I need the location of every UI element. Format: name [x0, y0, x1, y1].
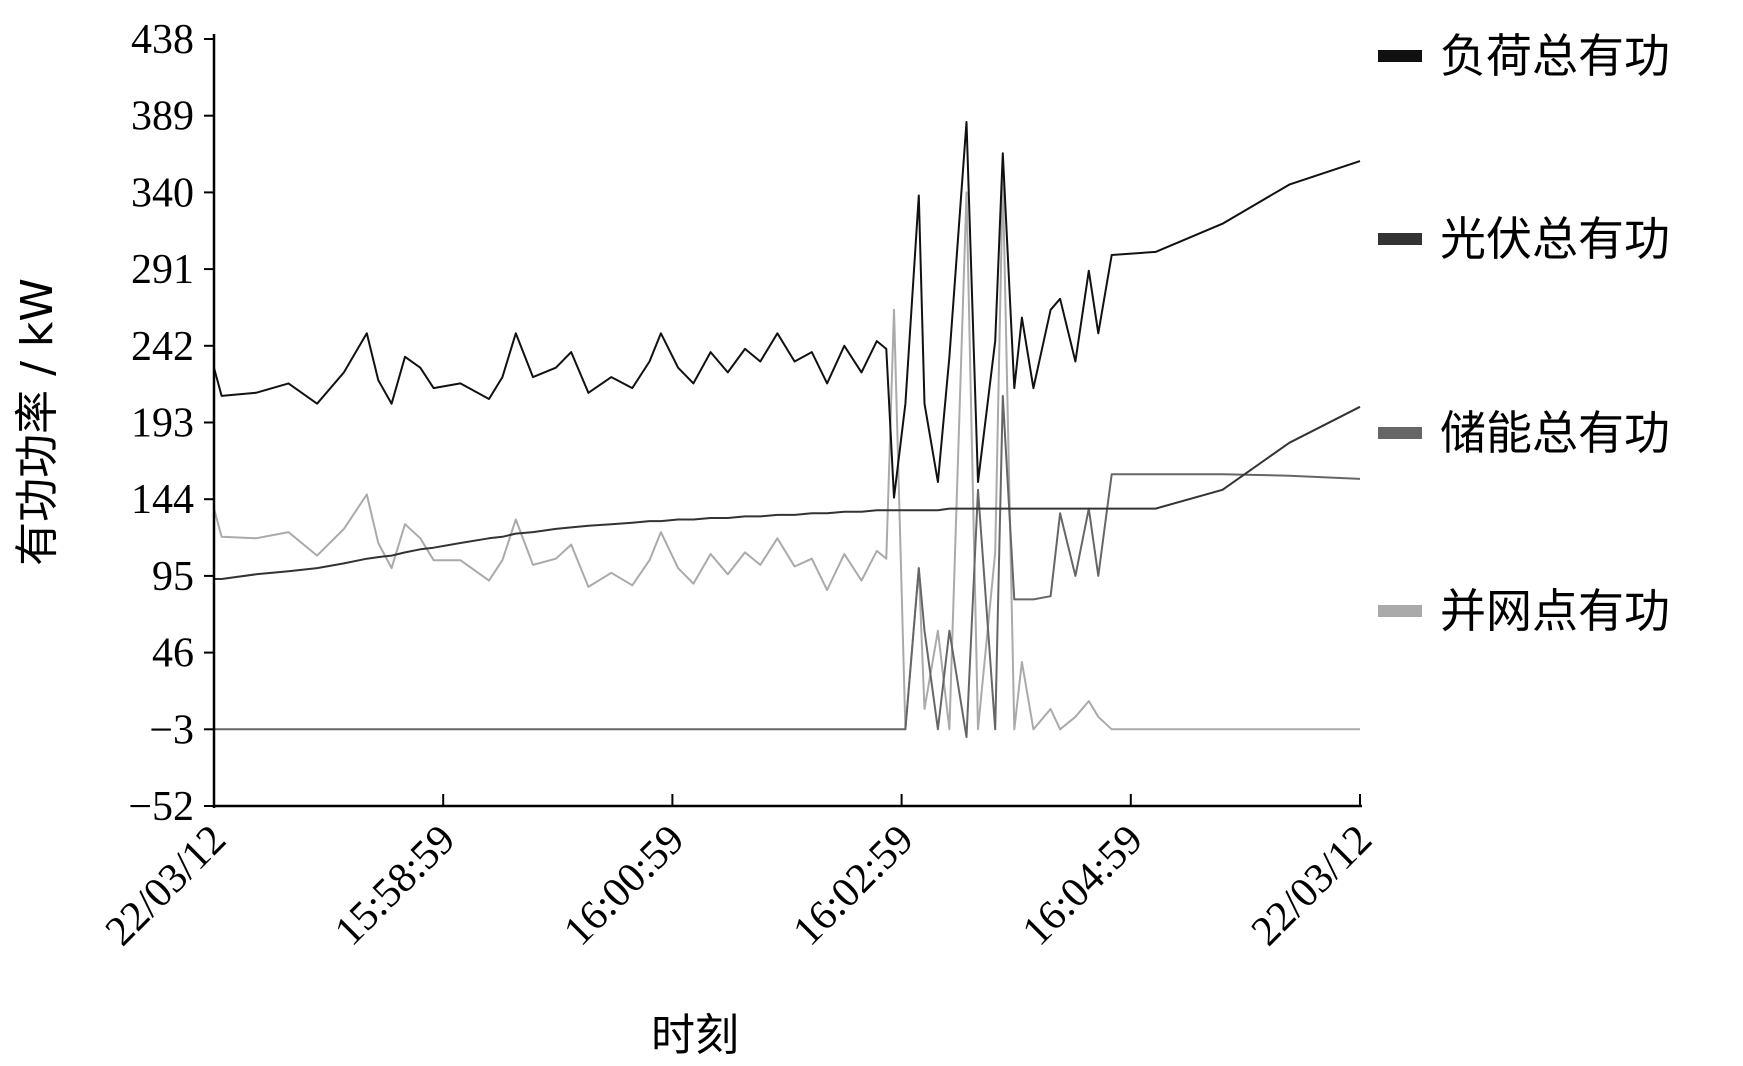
y-tick-label: 291: [131, 247, 194, 293]
series-line-0: [213, 121, 1361, 499]
legend-swatch: [1378, 233, 1422, 245]
series-line-2: [214, 394, 1361, 739]
x-tick-label: 22/03/12: [97, 817, 235, 955]
legend-label: 负荷总有功: [1440, 29, 1670, 83]
y-tick-label: 193: [131, 401, 194, 447]
legend-item: 光伏总有功: [1378, 212, 1670, 266]
x-tick-label: 22/03/12: [1243, 817, 1381, 955]
y-tick-label: −52: [128, 784, 194, 830]
legend-label: 并网点有功: [1440, 584, 1670, 638]
legend-item: 储能总有功: [1378, 406, 1670, 460]
x-ticks: 22/03/12 15:58:59 16:00:59 16:02:59 16:04:59…: [97, 794, 1381, 955]
legend-swatch: [1378, 427, 1422, 439]
y-tick-label: 95: [152, 554, 194, 600]
legend-item: 并网点有功: [1378, 584, 1670, 638]
x-axis-title: 时刻: [651, 1010, 739, 1061]
y-tick-label: −3: [149, 707, 194, 753]
series-layer: [213, 121, 1361, 739]
x-tick-label: 16:04:59: [1014, 817, 1152, 955]
x-tick-label: 16:02:59: [785, 817, 923, 955]
y-ticks: 438 389 340 291 242 193 144 95 46 −3 −52: [128, 17, 214, 830]
legend-label: 光伏总有功: [1440, 212, 1670, 266]
legend-swatch: [1378, 605, 1422, 617]
x-tick-label: 16:00:59: [555, 817, 693, 955]
legend-label: 储能总有功: [1440, 406, 1670, 460]
series-line-1: [214, 405, 1361, 580]
y-tick-label: 438: [131, 17, 194, 63]
legend-swatch: [1378, 50, 1422, 62]
y-tick-label: 389: [131, 94, 194, 140]
y-tick-label: 242: [131, 324, 194, 370]
y-tick-label: 340: [131, 170, 194, 216]
series-line-3: [213, 175, 1360, 731]
y-tick-label: 46: [152, 631, 194, 677]
x-tick-label: 15:58:59: [326, 817, 464, 955]
y-axis-title: 有功功率 / kW: [12, 278, 63, 566]
legend-item: 负荷总有功: [1378, 29, 1670, 83]
y-tick-label: 144: [131, 477, 194, 523]
